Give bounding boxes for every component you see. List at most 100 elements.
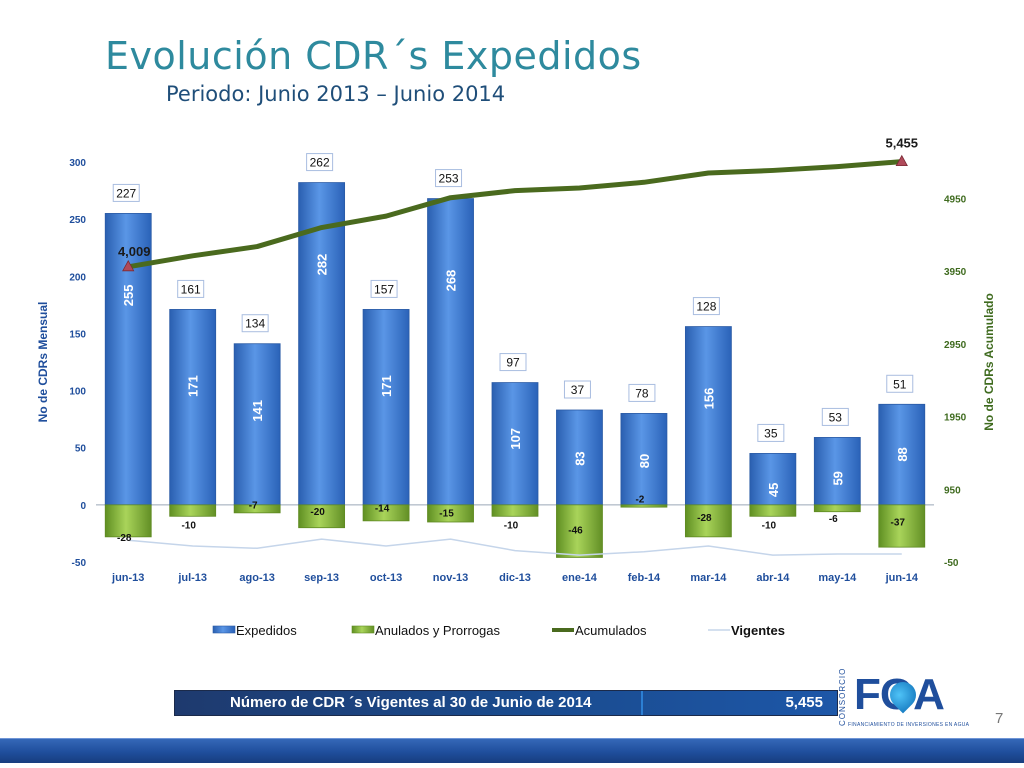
x-tick-label: abr-14	[756, 572, 790, 584]
x-tick-label: may-14	[818, 572, 857, 584]
y-tick-label: 100	[69, 387, 86, 398]
net-value-label: 53	[829, 410, 843, 424]
cdr-combo-chart: -50 0 50 100 150 200 250 300 -50 950 1950 2950 3950 4…	[36, 136, 996, 638]
net-label-box	[821, 407, 849, 426]
anulados-bar	[233, 504, 281, 514]
anulados-value-label: -46	[568, 525, 583, 536]
y2-axis-title: No de CDRs Acumulado	[982, 293, 996, 431]
x-tick-label: oct-13	[370, 572, 402, 584]
legend-swatch	[212, 625, 236, 634]
x-tick-label: jun-14	[885, 572, 919, 584]
net-value-label: 97	[506, 356, 520, 370]
y-tick-label: 0	[80, 501, 86, 512]
expedidos-bar	[620, 413, 668, 506]
y2-tick-label: 3950	[944, 267, 967, 278]
y-tick-label: 300	[69, 158, 86, 169]
net-value-label: 35	[764, 426, 778, 440]
banner-value: 5,455	[785, 694, 823, 711]
anulados-bar	[427, 504, 474, 523]
net-value-label: 262	[310, 156, 330, 170]
anulados-bar	[491, 504, 539, 517]
anulados-bar	[362, 504, 410, 522]
y-tick-label: 250	[69, 215, 86, 226]
expedidos-value-label: 83	[572, 451, 587, 465]
y-tick-label: 200	[69, 272, 86, 283]
x-tick-label: mar-14	[690, 572, 727, 584]
anulados-value-label: -20	[310, 507, 325, 518]
anulados-value-label: -10	[762, 520, 777, 531]
net-label-box	[692, 297, 720, 316]
anulados-value-label: -6	[829, 514, 838, 525]
net-value-label: 128	[696, 300, 716, 314]
footer-bar	[0, 738, 1024, 763]
net-label-box	[886, 374, 914, 393]
legend-label: Anulados y Prorrogas	[375, 623, 501, 638]
anulados-value-label: -37	[891, 517, 906, 528]
anulados-bar	[620, 504, 668, 508]
expedidos-bar	[298, 182, 346, 506]
vigentes-banner: Número de CDR ´s Vigentes al 30 de Junio…	[174, 690, 838, 716]
banner-label: Número de CDR ´s Vigentes al 30 de Junio…	[230, 694, 592, 711]
logo-side-text: CONSORCIO	[838, 667, 847, 726]
y2-tick-label: 2950	[944, 340, 967, 351]
y-tick-label: 150	[69, 329, 86, 340]
anulados-value-label: -10	[504, 520, 519, 531]
net-value-label: 37	[571, 383, 585, 397]
page-title: Evolución CDR´s Expedidos	[105, 34, 642, 78]
expedidos-bar	[491, 382, 539, 506]
acumulado-first-label: 4,009	[118, 244, 151, 259]
y-tick-label: -50	[72, 558, 87, 569]
expedidos-bar	[813, 437, 861, 506]
anulados-bar	[556, 504, 603, 558]
x-tick-label: ago-13	[239, 572, 274, 584]
x-tick-label: dic-13	[499, 572, 531, 584]
legend-swatch	[351, 625, 375, 634]
anulados-value-label: -15	[439, 508, 454, 519]
y-axis-title: No de CDRs Mensual	[36, 302, 50, 423]
anulados-bar	[878, 504, 926, 548]
net-value-label: 161	[181, 282, 201, 296]
net-value-label: 78	[635, 386, 649, 400]
net-label-box	[306, 153, 334, 172]
acumulado-last-label: 5,455	[885, 136, 918, 151]
anulados-bar	[298, 504, 346, 529]
legend-label: Expedidos	[236, 623, 297, 638]
expedidos-bar	[362, 309, 410, 506]
anulados-value-label: -14	[375, 504, 390, 515]
page-subtitle: Periodo: Junio 2013 – Junio 2014	[166, 82, 506, 106]
expedidos-value-label: 59	[830, 471, 845, 485]
expedidos-value-label: 255	[121, 285, 136, 307]
expedidos-value-label: 141	[250, 400, 265, 422]
net-value-label: 51	[893, 377, 907, 391]
expedidos-bar	[684, 326, 732, 506]
foa-logo: CONSORCIO FOA FINANCIAMIENTO DE INVERSIO…	[838, 667, 969, 734]
acumulados-line	[127, 159, 902, 270]
lines-layer	[122, 154, 908, 556]
net-value-label: 227	[116, 186, 136, 200]
anulados-bar	[749, 504, 797, 517]
legend-label: Acumulados	[575, 623, 647, 638]
banner-divider	[641, 691, 643, 715]
legend-label: Vigentes	[731, 623, 785, 638]
net-value-label: 157	[374, 282, 394, 296]
anulados-value-label: -28	[697, 513, 712, 524]
expedidos-value-label: 282	[315, 254, 330, 276]
net-label-box	[435, 169, 463, 188]
y-tick-label: 50	[75, 444, 87, 455]
expedidos-bar	[169, 309, 217, 506]
page-number: 7	[995, 710, 1004, 727]
net-label-box	[757, 423, 785, 442]
net-label-box	[241, 314, 269, 333]
x-tick-label: nov-13	[433, 572, 468, 584]
expedidos-bar	[233, 343, 281, 506]
legend: Expedidos Anulados y Prorrogas Acumulados V…	[212, 623, 785, 638]
anulados-bar	[169, 504, 217, 517]
net-label-box	[499, 353, 527, 372]
expedidos-value-label: 268	[444, 270, 459, 292]
net-label-box	[370, 279, 398, 298]
net-label-box	[628, 383, 656, 402]
expedidos-bar	[556, 409, 603, 506]
expedidos-value-label: 45	[766, 483, 781, 497]
expedidos-bar	[878, 403, 926, 506]
anulados-bar	[104, 504, 152, 538]
